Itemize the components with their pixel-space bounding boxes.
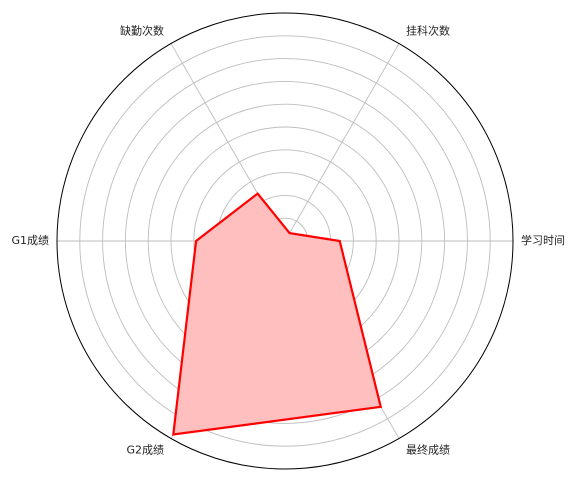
axis-label-2: 挂科次数 (406, 23, 450, 37)
spoke-2 (284, 43, 400, 242)
axis-label-6: 最终成绩 (406, 443, 450, 457)
polar-frame (56, 12, 514, 470)
radar-series (172, 192, 383, 436)
axis-label-5: G2成绩 (126, 444, 164, 457)
axis-label-4: G1成绩 (11, 234, 49, 247)
series-line-1 (172, 192, 383, 436)
axis-labels: 学习时间 挂科次数 缺勤次数 G1成绩 G2成绩 最终成绩 (11, 23, 565, 456)
axis-label-1: 学习时间 (521, 233, 565, 247)
series-area-1 (173, 193, 381, 435)
axis-label-3: 缺勤次数 (120, 23, 164, 37)
